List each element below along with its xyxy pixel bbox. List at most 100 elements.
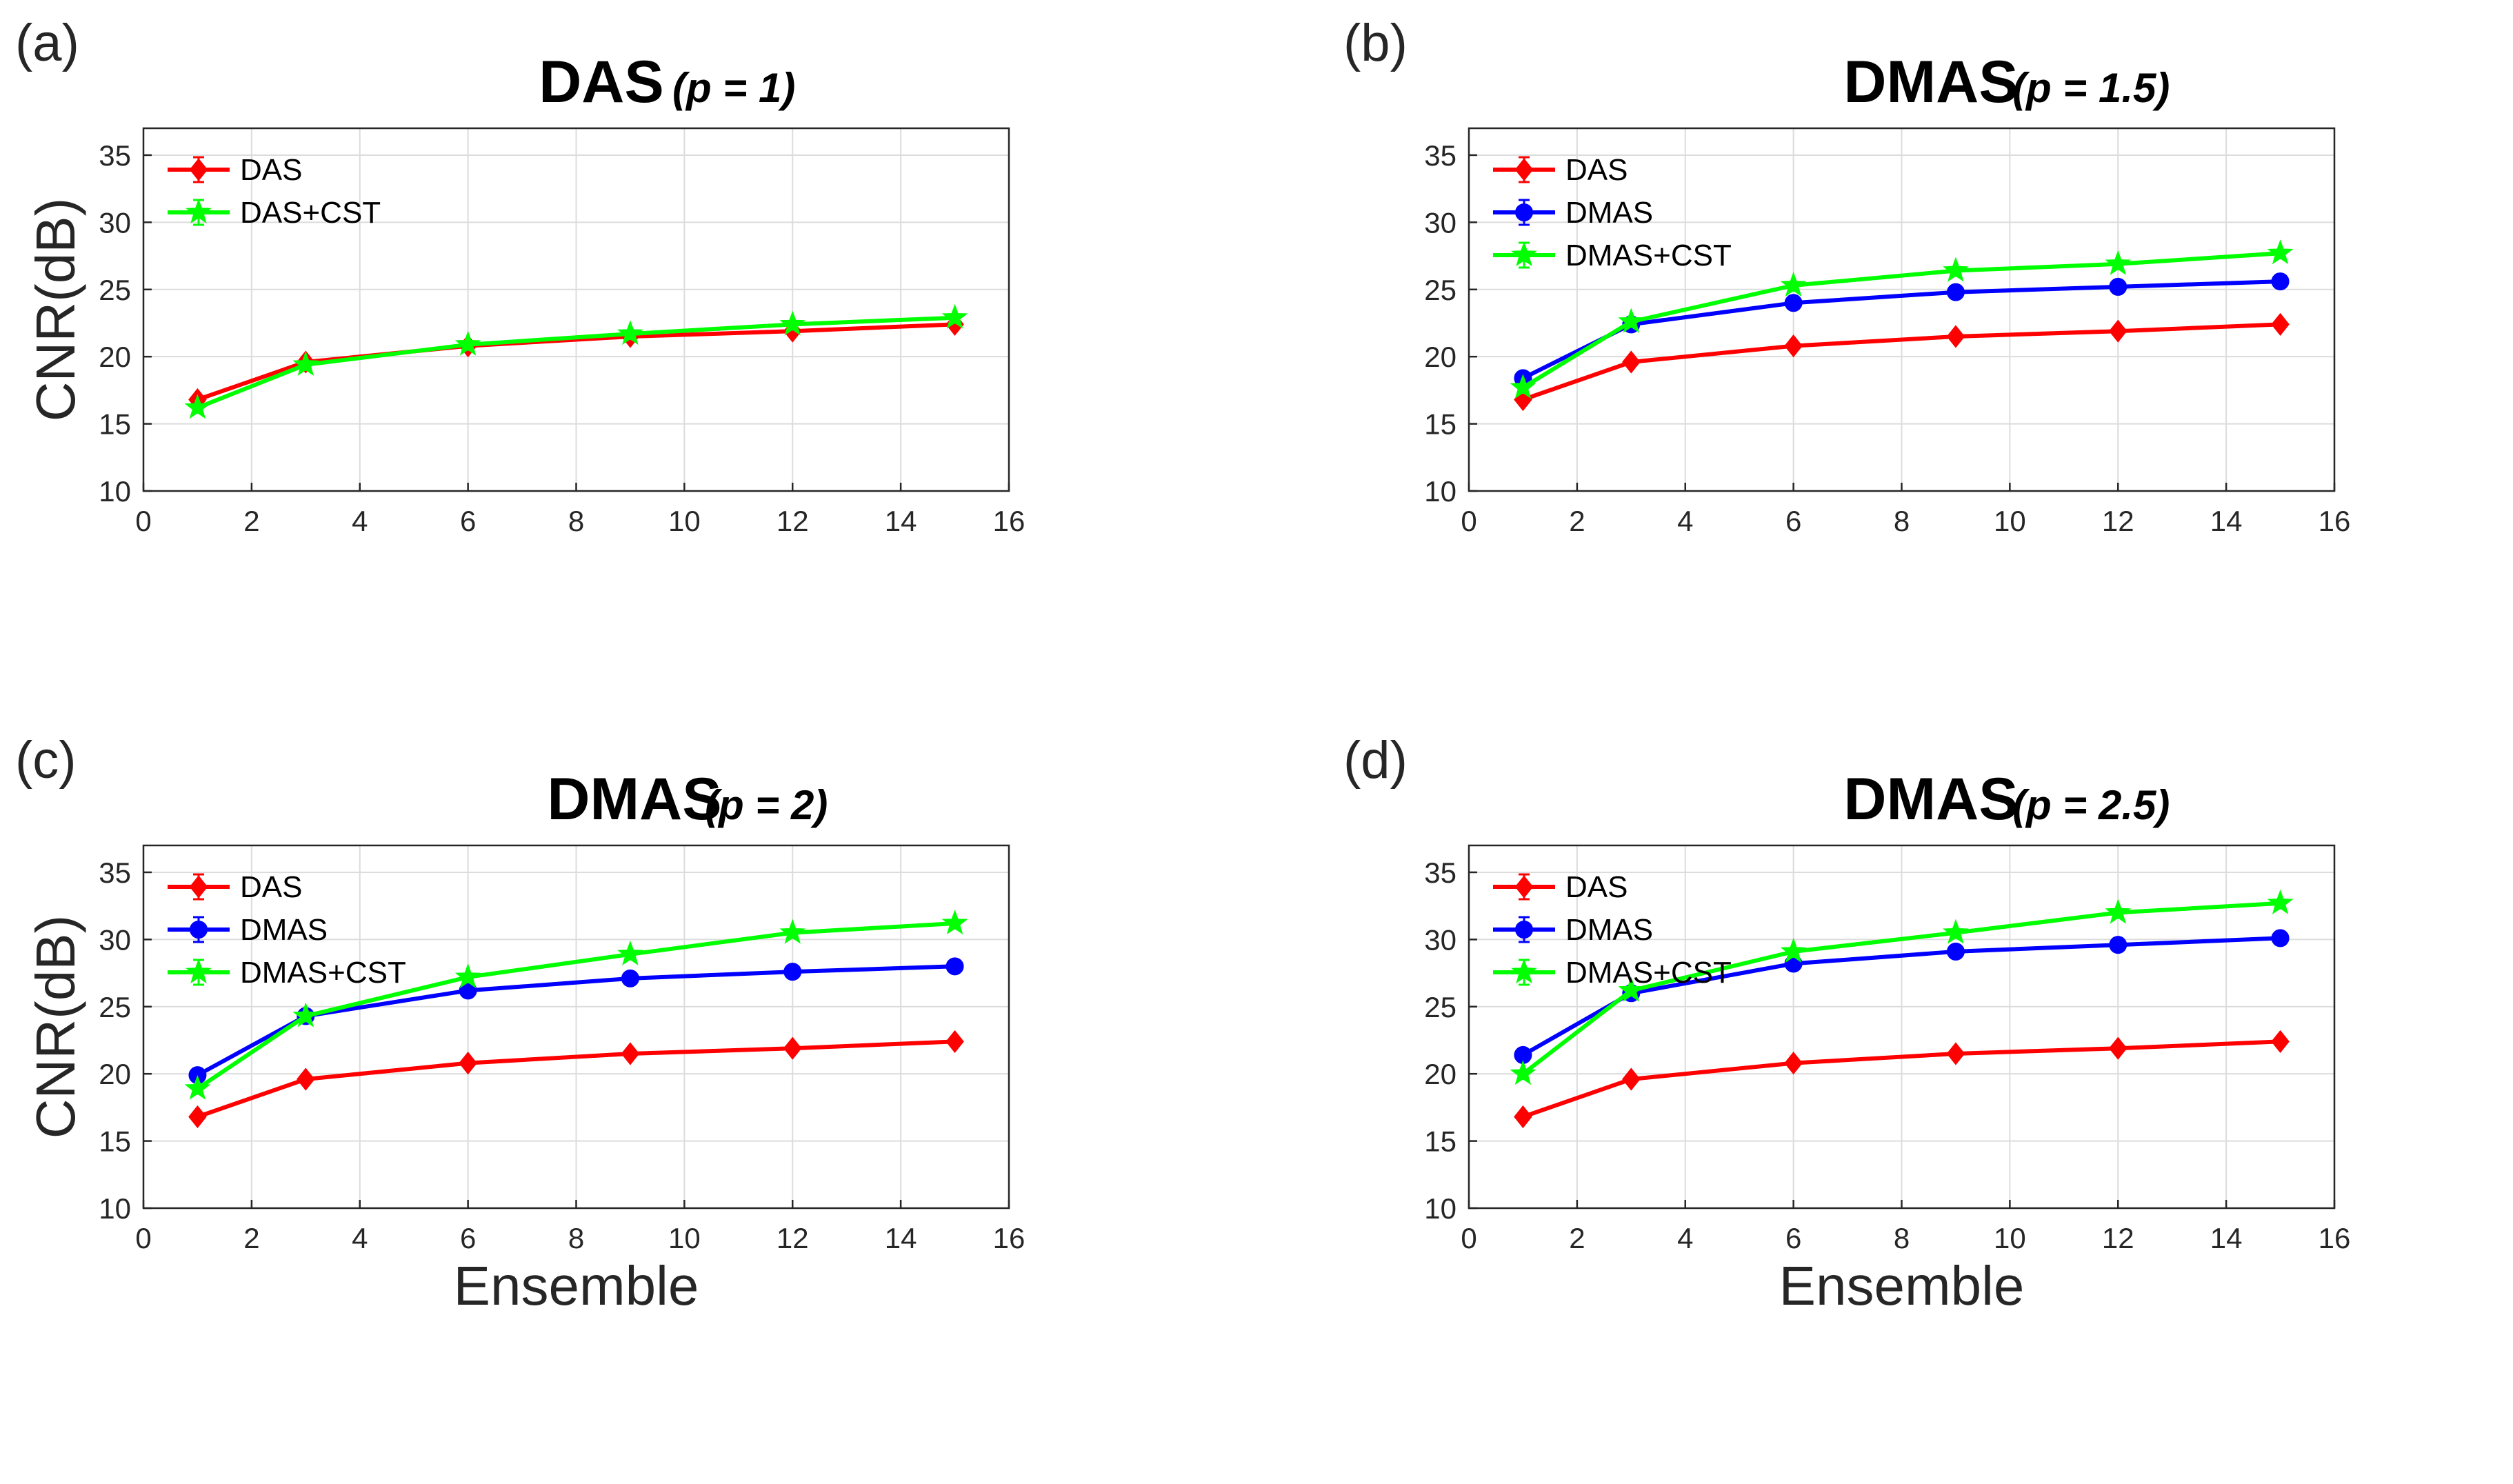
x-tick-label: 0: [135, 1222, 151, 1254]
data-point: [1618, 976, 1645, 1002]
series-das: [1514, 312, 2290, 412]
chart-subtitle: (p = 1.5): [2012, 65, 2170, 111]
y-tick-label: 30: [99, 206, 131, 239]
x-tick-label: 2: [1569, 1222, 1585, 1254]
x-tick-label: 14: [2210, 1222, 2243, 1254]
data-point: [1510, 374, 1536, 399]
legend: DAS DAS+CST: [168, 153, 381, 230]
chart-subtitle: (p = 2): [705, 782, 828, 828]
x-tick-label: 0: [1461, 1222, 1476, 1254]
data-point: [2108, 1036, 2127, 1060]
data-point: [1618, 308, 1645, 333]
y-axis-title: CNR(dB): [25, 915, 86, 1139]
data-point: [1622, 350, 1641, 374]
x-tick-label: 4: [1677, 505, 1693, 537]
series-line: [196, 921, 955, 1091]
chart-title: DMAS: [1843, 49, 2018, 115]
chart-title: DAS: [539, 49, 664, 115]
legend: DAS DMAS DMAS+CST: [1493, 870, 1732, 990]
data-point: [1943, 257, 1969, 282]
y-axis-title: CNR(dB): [25, 198, 86, 421]
legend-entry: DMAS: [1565, 196, 1653, 230]
series-line: [1522, 1039, 2281, 1119]
panel-label: (a): [15, 14, 79, 72]
series-das: [188, 1030, 964, 1129]
series-dmas-plus-cst: [184, 910, 968, 1100]
x-tick-label: 14: [885, 1222, 917, 1254]
x-axis-title: Ensemble: [454, 1255, 699, 1316]
data-point: [2271, 312, 2290, 337]
data-point: [621, 969, 639, 987]
data-point: [2271, 272, 2290, 291]
legend-marker: [1515, 921, 1533, 939]
series-dmas-plus-cst: [1510, 889, 2294, 1085]
y-tick-label: 15: [99, 1125, 131, 1158]
data-point: [188, 1105, 207, 1129]
x-tick-label: 2: [243, 1222, 259, 1254]
panel-label: (c): [15, 731, 77, 790]
data-point: [292, 1002, 319, 1027]
legend-entry: DMAS: [1565, 913, 1653, 947]
y-tick-label: 15: [99, 408, 131, 441]
legend-entry: DMAS: [240, 913, 328, 947]
legend-entry: DMAS+CST: [240, 956, 406, 990]
y-tick-label: 15: [1424, 1125, 1456, 1158]
legend-entry: DAS: [240, 153, 302, 187]
data-point: [2105, 250, 2132, 275]
legend-entry: DAS: [1565, 870, 1628, 904]
y-tick-label: 25: [1424, 274, 1456, 306]
y-tick-label: 20: [1424, 1058, 1456, 1090]
series-line: [1521, 251, 2281, 390]
legend-entry: DAS: [240, 870, 302, 904]
data-point: [1946, 1042, 1965, 1065]
y-tick-label: 30: [1424, 206, 1456, 239]
data-point: [2108, 319, 2127, 343]
chart-subtitle: (p = 1): [672, 65, 795, 111]
y-tick-label: 25: [99, 274, 131, 306]
data-point: [783, 1036, 802, 1060]
series-dmas-plus-cst: [1510, 239, 2294, 399]
data-point: [1784, 334, 1803, 358]
legend-marker: [1514, 875, 1534, 899]
y-tick-label: 20: [99, 1058, 131, 1090]
legend-entry: DMAS+CST: [1565, 239, 1732, 272]
data-point: [1943, 919, 1969, 944]
x-tick-label: 6: [1785, 1222, 1801, 1254]
data-point: [454, 963, 481, 989]
x-tick-label: 2: [243, 505, 259, 537]
data-point: [2271, 1030, 2290, 1054]
data-point: [2267, 889, 2294, 914]
data-point: [2271, 929, 2290, 947]
data-point: [1780, 937, 1807, 963]
legend-entry: DAS+CST: [240, 196, 381, 230]
legend: DAS DMAS DMAS+CST: [168, 870, 406, 990]
y-tick-label: 30: [99, 923, 131, 956]
chart-title: DMAS: [1843, 766, 2018, 832]
data-point: [621, 1042, 640, 1065]
legend-marker: [186, 199, 212, 224]
legend-marker: [1511, 241, 1537, 267]
x-tick-label: 6: [460, 1222, 476, 1254]
x-tick-label: 14: [2210, 505, 2243, 537]
x-tick-label: 12: [777, 1222, 809, 1254]
series-line: [1522, 322, 2281, 402]
data-point: [2109, 936, 2127, 954]
x-tick-label: 12: [2102, 1222, 2134, 1254]
y-tick-label: 30: [1424, 923, 1456, 956]
y-tick-label: 20: [1424, 341, 1456, 373]
panel-label: (d): [1343, 731, 1408, 790]
x-tick-label: 16: [2319, 1222, 2351, 1254]
y-tick-label: 25: [1424, 991, 1456, 1023]
data-point: [1510, 1060, 1536, 1085]
data-point: [1946, 283, 1965, 301]
x-tick-label: 16: [993, 1222, 1025, 1254]
x-tick-label: 8: [568, 505, 584, 537]
data-point: [1622, 1067, 1641, 1091]
y-tick-label: 35: [1424, 139, 1456, 172]
legend-marker: [1514, 158, 1534, 181]
y-tick-label: 10: [99, 475, 131, 508]
series-line: [197, 315, 955, 410]
